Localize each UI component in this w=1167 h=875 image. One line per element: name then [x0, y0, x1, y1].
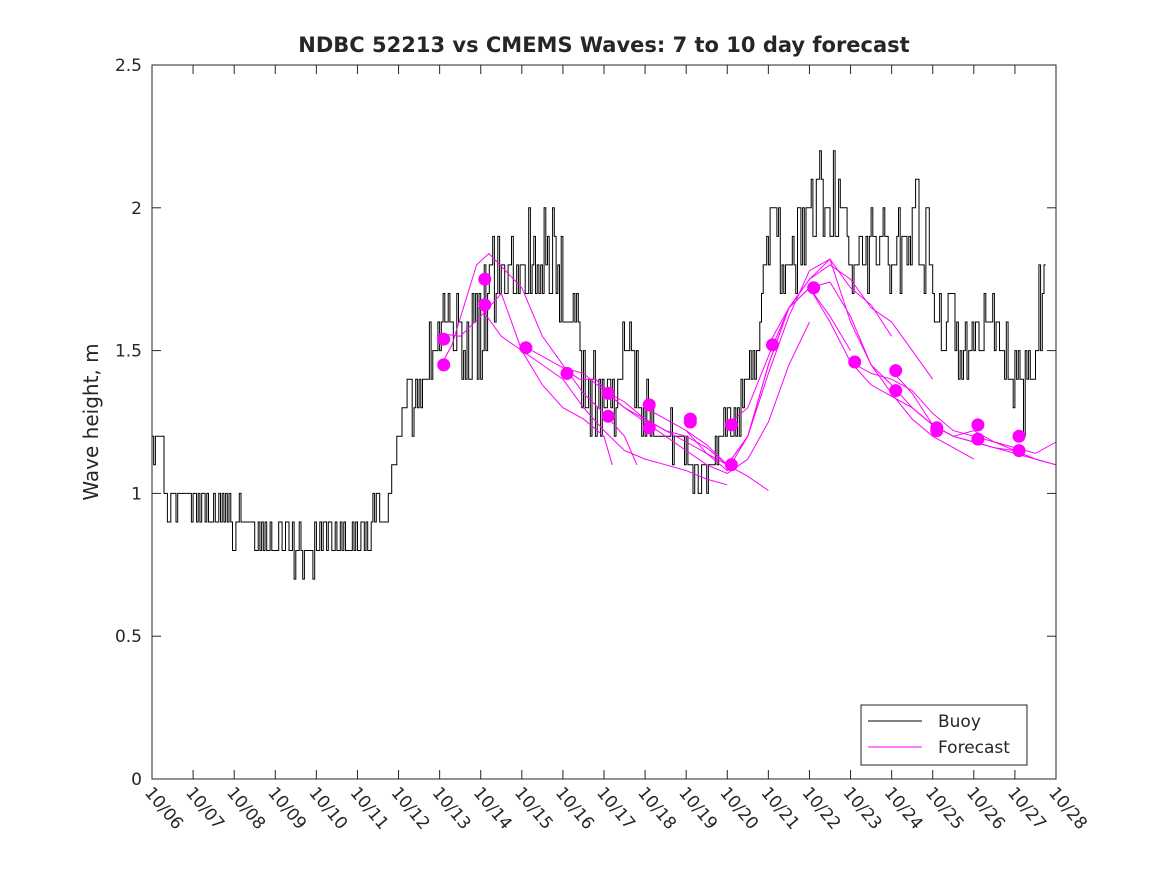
- x-tick-label: 10/06: [140, 783, 187, 833]
- plot-area: [152, 65, 1056, 779]
- forecast-marker: [478, 272, 492, 286]
- forecast-series-line-5: [562, 321, 810, 474]
- x-tick-label: 10/19: [674, 783, 721, 833]
- x-tick-label: 10/27: [1003, 783, 1050, 833]
- legend-label-buoy: Buoy: [938, 712, 981, 732]
- x-tick-label: 10/17: [592, 783, 639, 833]
- x-tick-label: 10/18: [633, 783, 680, 833]
- buoy-series-line: [152, 150, 1046, 580]
- forecast-marker: [724, 418, 738, 432]
- forecast-marker: [478, 298, 492, 312]
- forecast-marker: [930, 424, 944, 438]
- x-tick-label: 10/21: [757, 783, 804, 833]
- forecast-marker: [642, 421, 656, 435]
- legend-box: [860, 704, 1028, 766]
- forecast-marker: [971, 418, 985, 432]
- x-tick-label: 10/11: [346, 783, 393, 833]
- forecast-marker: [1012, 429, 1026, 443]
- legend: Buoy Forecast: [860, 704, 1028, 766]
- forecast-marker: [560, 366, 574, 380]
- x-tick-label: 10/28: [1044, 783, 1091, 833]
- series-layer: [152, 150, 1057, 580]
- y-tick-label: 2: [131, 199, 142, 219]
- x-tick-label: 10/20: [715, 783, 762, 833]
- forecast-marker: [1012, 444, 1026, 458]
- chart-title: NDBC 52213 vs CMEMS Waves: 7 to 10 day f…: [298, 33, 909, 57]
- x-tick-label: 10/14: [469, 783, 516, 833]
- forecast-marker: [889, 364, 903, 378]
- forecast-series-line-9: [726, 258, 975, 460]
- y-tick-label: 0: [131, 770, 142, 790]
- y-tick-label: 1: [131, 484, 142, 504]
- y-axis-label: Wave height, m: [79, 343, 103, 500]
- forecast-marker: [683, 415, 697, 429]
- forecast-marker: [437, 332, 451, 346]
- forecast-marker: [807, 281, 821, 295]
- x-tick-label: 10/22: [798, 783, 845, 833]
- x-tick-label: 10/13: [428, 783, 475, 833]
- x-tick-label: 10/25: [921, 783, 968, 833]
- x-tick-label: 10/23: [839, 783, 886, 833]
- forecast-marker: [889, 384, 903, 398]
- x-tick-label: 10/09: [263, 783, 310, 833]
- legend-label-forecast: Forecast: [938, 738, 1010, 758]
- x-tick-label: 10/12: [387, 783, 434, 833]
- x-tick-label: 10/07: [181, 783, 228, 833]
- forecast-marker: [601, 386, 615, 400]
- y-tick-label: 0.5: [115, 627, 142, 647]
- forecast-marker: [971, 432, 985, 446]
- forecast-marker: [848, 355, 862, 369]
- forecast-marker: [642, 398, 656, 412]
- forecast-marker: [437, 358, 451, 372]
- x-tick-label: 10/24: [880, 783, 927, 833]
- y-tick-label: 1.5: [115, 342, 142, 362]
- forecast-marker: [601, 409, 615, 423]
- x-tick-label: 10/26: [962, 783, 1009, 833]
- forecast-series-line-13: [891, 370, 1057, 454]
- x-tick-label: 10/10: [305, 783, 352, 833]
- forecast-marker: [724, 458, 738, 472]
- forecast-marker: [766, 338, 779, 352]
- y-tick-label: 2.5: [115, 56, 142, 76]
- x-tick-label: 10/08: [222, 783, 269, 833]
- x-tick-label: 10/15: [510, 783, 557, 833]
- forecast-marker: [519, 341, 533, 355]
- forecast-series-line-1: [439, 292, 613, 465]
- x-tick-label: 10/16: [551, 783, 598, 833]
